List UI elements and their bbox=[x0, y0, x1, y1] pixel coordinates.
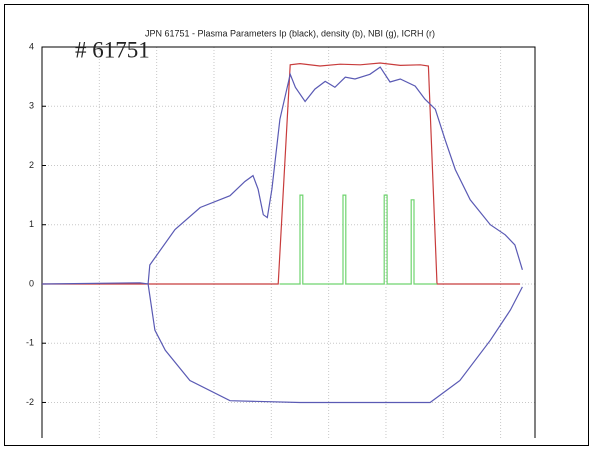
y-tick-label: 2 bbox=[29, 160, 34, 170]
y-tick-label: 3 bbox=[29, 101, 34, 111]
data-line bbox=[41, 66, 523, 285]
annotation: # 61751 bbox=[75, 37, 150, 62]
axis-frame bbox=[41, 46, 536, 438]
chart-title: JPN 61751 - Plasma Parameters Ip (black)… bbox=[145, 28, 435, 38]
data-line bbox=[147, 283, 523, 404]
y-tick-label: 4 bbox=[29, 41, 34, 51]
y-tick-label: -1 bbox=[26, 338, 34, 348]
data-line bbox=[279, 194, 437, 285]
data-line bbox=[42, 62, 521, 285]
y-tick-label: 1 bbox=[29, 219, 34, 229]
y-tick-label: 0 bbox=[29, 278, 34, 288]
y-tick-label: -2 bbox=[26, 397, 34, 407]
outer-frame bbox=[4, 4, 589, 446]
plot-area: -2 -1 0 1 2 3 4 bbox=[26, 41, 536, 438]
